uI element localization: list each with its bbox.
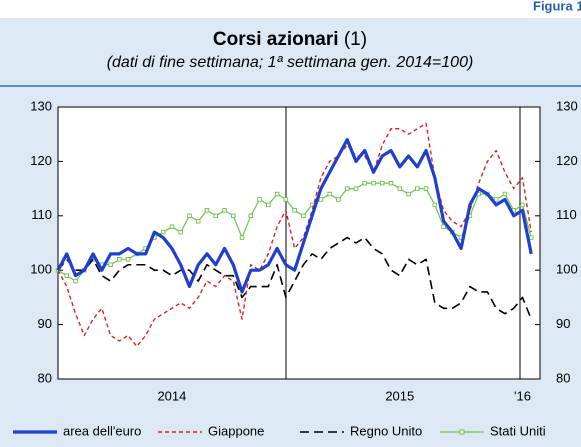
y-tick-label: 120 [30,153,52,168]
legend-label: Regno Unito [350,423,422,438]
y2-tick-label: 90 [556,316,570,331]
point-marker [231,213,236,219]
point-marker [318,197,324,202]
title-note: (1) [344,29,367,50]
point-marker [336,197,341,202]
point-marker [353,186,359,191]
point-marker [423,186,429,191]
point-marker [380,180,385,186]
point-marker [397,186,403,191]
x-tick-label: 2015 [385,388,414,403]
point-marker [371,180,376,186]
legend-marker [459,429,465,435]
y-tick-label: 130 [30,98,52,113]
point-marker [73,278,78,284]
figure-label: Figura 1 [533,0,581,13]
point-marker [283,197,289,202]
point-marker [204,208,210,213]
y2-tick-label: 130 [556,98,578,113]
x-tick-label: 2014 [157,388,186,403]
y2-tick-label: 80 [556,370,570,385]
point-marker [125,257,131,262]
point-marker [493,197,499,202]
point-marker [195,218,201,224]
point-marker [222,208,227,213]
y-tick-label: 110 [31,207,52,222]
legend-label: Stati Uniti [490,423,546,438]
series-line [56,138,533,294]
point-marker [520,202,525,208]
point-marker [502,191,508,197]
point-marker [301,213,306,219]
point-marker [528,235,534,240]
point-marker [248,213,254,219]
legend-label: area dell'euro [63,423,141,438]
point-marker [274,191,280,197]
point-marker [266,202,271,208]
point-marker [64,273,70,278]
y2-tick-label: 110 [556,207,577,222]
point-marker [415,186,420,191]
point-marker [213,213,218,219]
point-marker [432,202,438,208]
point-marker [257,197,262,202]
title-main: Corsi azionari [213,29,339,50]
point-marker [178,229,183,235]
subtitle: (dati di fine settimana; 1ª settimana ge… [107,54,474,71]
point-marker [362,180,367,186]
point-marker [327,191,332,197]
point-marker [239,235,245,240]
legend-label: Giappone [208,423,264,438]
point-marker [441,224,446,229]
series-line [57,236,532,320]
point-marker [117,257,122,262]
point-marker [160,229,166,235]
x-tick-label: '16 [514,388,531,403]
point-marker [309,202,315,208]
chart-title: Corsi azionari (1) [213,29,367,50]
point-marker [292,208,297,213]
point-marker [169,224,175,229]
y-tick-label: 80 [38,370,52,385]
y2-tick-label: 120 [556,153,578,168]
point-marker [187,213,192,219]
y-tick-label: 90 [38,316,52,331]
point-marker [344,186,350,191]
point-marker [108,262,113,268]
y2-tick-label: 100 [556,262,578,277]
point-marker [388,180,394,186]
y-tick-label: 100 [30,262,52,277]
point-marker [406,191,411,197]
